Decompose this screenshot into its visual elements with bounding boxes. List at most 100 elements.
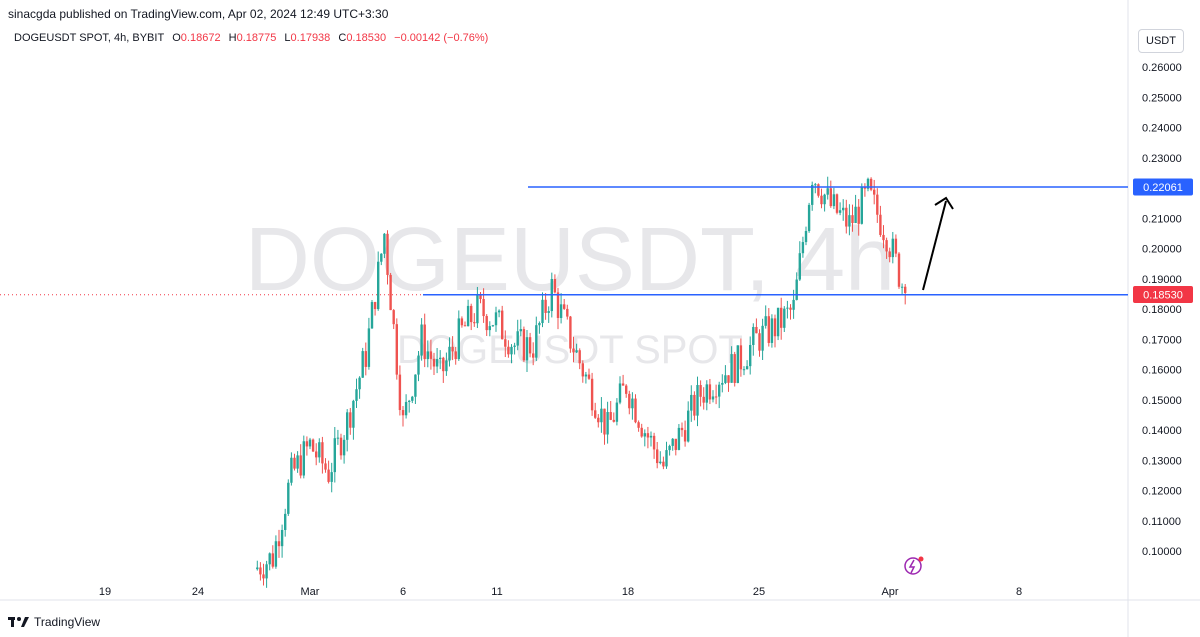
candle bbox=[773, 314, 777, 348]
candle bbox=[330, 462, 333, 493]
candle bbox=[618, 376, 622, 405]
candle bbox=[451, 336, 454, 361]
candle bbox=[749, 336, 752, 375]
candle bbox=[745, 360, 749, 370]
candle bbox=[358, 376, 361, 399]
candle bbox=[826, 176, 829, 200]
time-tick-label: 24 bbox=[192, 586, 204, 598]
arrow-icon[interactable] bbox=[922, 196, 954, 291]
candle bbox=[587, 368, 591, 380]
publish-header: sinacgda published on TradingView.com, A… bbox=[0, 0, 1200, 28]
candle bbox=[674, 438, 677, 456]
candle bbox=[485, 314, 488, 336]
candle bbox=[807, 202, 811, 233]
current-price-tag bbox=[1133, 286, 1193, 303]
currency-selector[interactable]: USDT bbox=[1138, 29, 1184, 53]
candle bbox=[256, 560, 259, 571]
candle bbox=[832, 187, 836, 210]
candle bbox=[516, 319, 519, 351]
candle bbox=[786, 300, 789, 319]
candle bbox=[640, 423, 643, 438]
price-tick-label: 0.24000 bbox=[1142, 123, 1182, 135]
low-value: 0.17938 bbox=[290, 32, 331, 44]
candle bbox=[342, 435, 346, 464]
candle bbox=[367, 317, 371, 370]
candle bbox=[349, 407, 352, 435]
open-label: O bbox=[172, 32, 181, 44]
candle bbox=[600, 397, 603, 433]
candle bbox=[789, 304, 792, 320]
candle bbox=[761, 318, 764, 360]
candle bbox=[497, 309, 501, 318]
candle bbox=[408, 399, 411, 413]
watermark-main: DOGEUSDT, 4h bbox=[245, 210, 895, 310]
candle bbox=[677, 424, 681, 451]
symbol-legend: DOGEUSDT SPOT, 4h, BYBIT O0.18672 H0.187… bbox=[14, 32, 488, 44]
candle bbox=[259, 562, 262, 581]
candle bbox=[522, 326, 526, 362]
candle bbox=[714, 384, 718, 405]
candle bbox=[265, 560, 268, 588]
candle bbox=[346, 409, 349, 452]
price-axis[interactable]: 0.260000.250000.240000.230000.220000.210… bbox=[1142, 62, 1182, 558]
candle bbox=[770, 314, 774, 348]
candle bbox=[302, 435, 305, 479]
candle bbox=[268, 552, 271, 571]
candle bbox=[755, 318, 758, 334]
candle bbox=[513, 342, 516, 355]
candle bbox=[315, 443, 318, 466]
candle bbox=[708, 378, 712, 405]
candle bbox=[383, 233, 386, 259]
price-tick-label: 0.19000 bbox=[1142, 274, 1182, 286]
candle bbox=[370, 300, 374, 329]
candle bbox=[553, 274, 557, 294]
time-tick-label: 18 bbox=[622, 586, 634, 598]
lightning-icon[interactable] bbox=[904, 556, 924, 575]
candle bbox=[287, 479, 290, 516]
candle bbox=[501, 305, 504, 340]
price-tick-label: 0.10000 bbox=[1142, 546, 1182, 558]
candle bbox=[649, 431, 653, 447]
candle bbox=[798, 241, 801, 281]
low-label: L bbox=[284, 32, 291, 44]
candle bbox=[876, 188, 879, 223]
candle bbox=[439, 350, 442, 370]
symbol-name[interactable]: DOGEUSDT SPOT, 4h, BYBIT bbox=[14, 32, 165, 44]
candle bbox=[702, 387, 705, 410]
candle bbox=[491, 324, 495, 327]
candle bbox=[739, 338, 743, 377]
candle bbox=[541, 292, 544, 328]
high-value: 0.18775 bbox=[236, 32, 277, 44]
candle bbox=[873, 179, 876, 205]
candle bbox=[504, 330, 507, 358]
candle bbox=[687, 401, 690, 443]
candle bbox=[280, 524, 284, 558]
candle bbox=[900, 283, 904, 294]
candle bbox=[454, 346, 457, 365]
candle bbox=[377, 251, 380, 311]
candle bbox=[572, 336, 575, 363]
candle bbox=[671, 438, 674, 451]
candle bbox=[829, 180, 832, 208]
candle bbox=[894, 234, 898, 258]
candle bbox=[423, 313, 426, 368]
candle bbox=[659, 451, 662, 465]
candle bbox=[535, 316, 538, 362]
candle bbox=[284, 508, 287, 537]
candle bbox=[736, 345, 739, 384]
time-tick-label: 6 bbox=[400, 586, 406, 598]
candle bbox=[404, 394, 408, 419]
time-axis[interactable]: 19 24 Mar 6 11 18 25 Apr 8 bbox=[99, 586, 1022, 598]
candle bbox=[525, 330, 529, 372]
candle bbox=[866, 177, 870, 192]
candle bbox=[652, 432, 656, 459]
candle bbox=[380, 253, 383, 266]
candle bbox=[569, 315, 572, 353]
open-value: 0.18672 bbox=[180, 32, 221, 44]
candle bbox=[699, 380, 702, 407]
candle bbox=[262, 563, 265, 586]
footer-brand-text: TradingView bbox=[34, 614, 101, 629]
price-tick-label: 0.26000 bbox=[1142, 62, 1182, 74]
close-value: 0.18530 bbox=[346, 32, 387, 44]
